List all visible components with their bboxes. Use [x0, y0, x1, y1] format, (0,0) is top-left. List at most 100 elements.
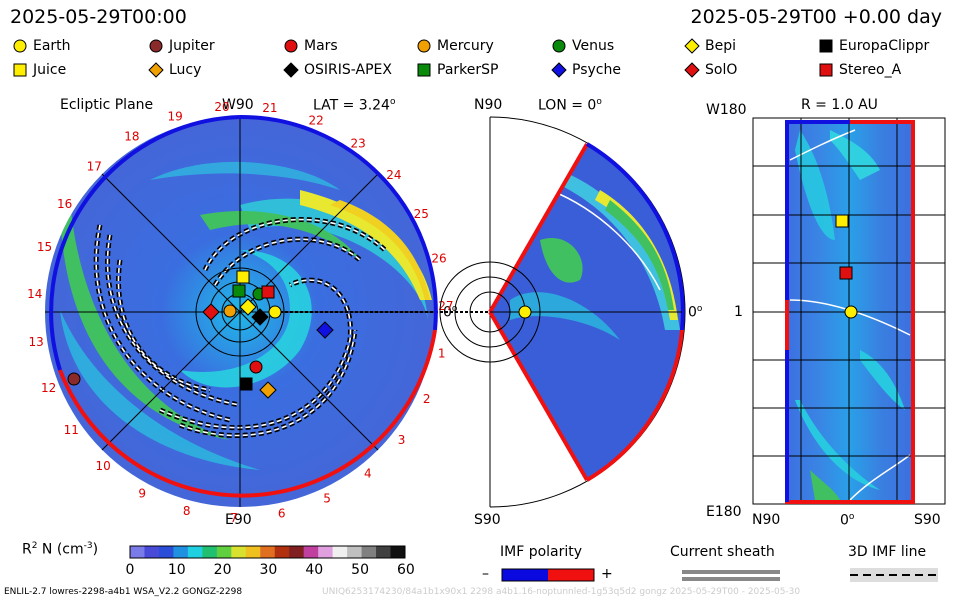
rotation-tick-label: 23 [351, 136, 366, 150]
high-density-band [300, 190, 432, 300]
colorbar-segment [231, 546, 247, 558]
square-icon [819, 39, 833, 53]
colorbar-tick-label: 60 [397, 562, 415, 578]
legend-label: Mars [304, 38, 338, 54]
colorbar-segment [376, 546, 392, 558]
rotation-tick-label: 11 [64, 423, 79, 437]
square-icon [819, 63, 833, 77]
lat-label: LAT = 3.24o [313, 97, 396, 114]
colorbar-segment [347, 546, 363, 558]
circle-icon [552, 39, 566, 53]
legend-label: Juice [33, 62, 67, 78]
legend-label: Mercury [437, 38, 494, 54]
colorbar-segment [289, 546, 305, 558]
legend-item-solo: SolO [684, 62, 737, 78]
diamond-icon [148, 62, 164, 78]
current-sheath-legend [682, 570, 780, 581]
ecliptic-top-label: W90 [222, 97, 254, 113]
circle-icon [149, 39, 163, 53]
legend-item-bepi: Bepi [684, 38, 736, 54]
rotation-tick-label: 9 [138, 486, 146, 500]
marker-bepi [239, 298, 257, 316]
colorbar-segment [390, 546, 406, 558]
rotation-tick-label: 10 [95, 459, 110, 473]
marker-earth [518, 305, 532, 319]
legend-item-venus: Venus [551, 38, 614, 54]
marker-jupiter [67, 372, 81, 386]
rotation-tick-label: 1 [438, 347, 446, 361]
circle-icon [417, 39, 431, 53]
marker-juice [236, 270, 250, 284]
legend-label: Psyche [572, 62, 621, 78]
rotation-tick-label: 14 [27, 287, 42, 301]
legend-label: Venus [572, 38, 615, 54]
colorbar-tick-label: 30 [259, 562, 278, 578]
rotation-tick-label: 18 [124, 130, 139, 144]
colorbar-segment [260, 546, 276, 558]
radial-mid-label: 1 [734, 304, 743, 320]
meridional-right-label: 0o [688, 304, 703, 321]
marker-osiris-apex [251, 308, 269, 326]
colorbar-segment [130, 546, 145, 558]
colorbar-segment [173, 546, 189, 558]
colorbar-segment [202, 546, 218, 558]
timestamp-right: 2025-05-29T00 +0.00 day [690, 6, 942, 28]
rotation-tick-label: 16 [57, 197, 72, 211]
legend-label: ParkerSP [437, 62, 499, 78]
rotation-tick-label: 3 [398, 433, 406, 447]
rotation-tick-label: 20 [214, 100, 229, 114]
rotation-tick-label: 24 [386, 168, 401, 182]
rotation-tick-label: 5 [323, 492, 331, 506]
meridional-top-label: N90 [474, 97, 503, 113]
imf-line-legend [850, 568, 938, 582]
legend-label: Bepi [705, 38, 736, 54]
radial-top-left-label: W180 [706, 102, 747, 118]
circle-icon [284, 39, 298, 53]
rotation-tick-label: 13 [29, 335, 44, 349]
colorbar-tick-label: 20 [213, 562, 232, 578]
colorbar-tick-label: 50 [351, 562, 369, 578]
colorbar [129, 545, 406, 559]
body-markers [67, 214, 858, 399]
colorbar-tick-label: 10 [167, 562, 186, 578]
marker-earth [268, 305, 282, 319]
marker-lucy [259, 381, 277, 399]
legend-item-juice: Juice [12, 62, 66, 78]
legend-label: Lucy [169, 62, 202, 78]
diamond-icon [551, 62, 567, 78]
colorbar-segment [245, 546, 261, 558]
circle-icon [13, 39, 27, 53]
legend-label: OSIRIS-APEX [304, 62, 392, 78]
marker-mercury [223, 304, 237, 318]
marker-psyche [316, 321, 334, 339]
colorbar-segment [144, 546, 160, 558]
rotation-tick-label: 6 [278, 507, 286, 521]
imf-minus-label: – [482, 566, 489, 582]
colorbar-tick-label: 0 [125, 562, 135, 578]
current-sheath-spirals-white [95, 218, 386, 437]
imf-positive-swatch [548, 569, 594, 581]
legend-label: Earth [33, 38, 71, 54]
rotation-tick-label: 12 [41, 381, 56, 395]
legend-item-mars: Mars [283, 38, 338, 54]
meridional-bottom-label: S90 [474, 512, 501, 528]
rotation-tick-label: 22 [308, 114, 323, 128]
marker-stereo-a [839, 266, 853, 280]
rotation-tick-label: 21 [262, 101, 277, 115]
marker-stereo-a [261, 285, 275, 299]
marker-juice [835, 214, 849, 228]
ecliptic-plane-panel: 20 21222324252627123456789101112131415161… [27, 100, 490, 525]
marker-solo [202, 303, 220, 321]
legend-item-stereo-a: Stereo_A [818, 62, 901, 78]
legend-item-europaclippr: EuropaClippr [818, 38, 929, 54]
imf-negative-swatch [502, 569, 548, 581]
colorbar-tick-label: 40 [305, 562, 324, 578]
imf-line-title: 3D IMF line [848, 544, 927, 560]
colorbar-segment [303, 546, 319, 558]
diamond-icon [684, 38, 700, 54]
diamond-icon [283, 62, 299, 78]
rotation-tick-label: 4 [364, 467, 372, 481]
meridional-panel [439, 116, 686, 508]
imf-plus-label: + [601, 566, 613, 582]
